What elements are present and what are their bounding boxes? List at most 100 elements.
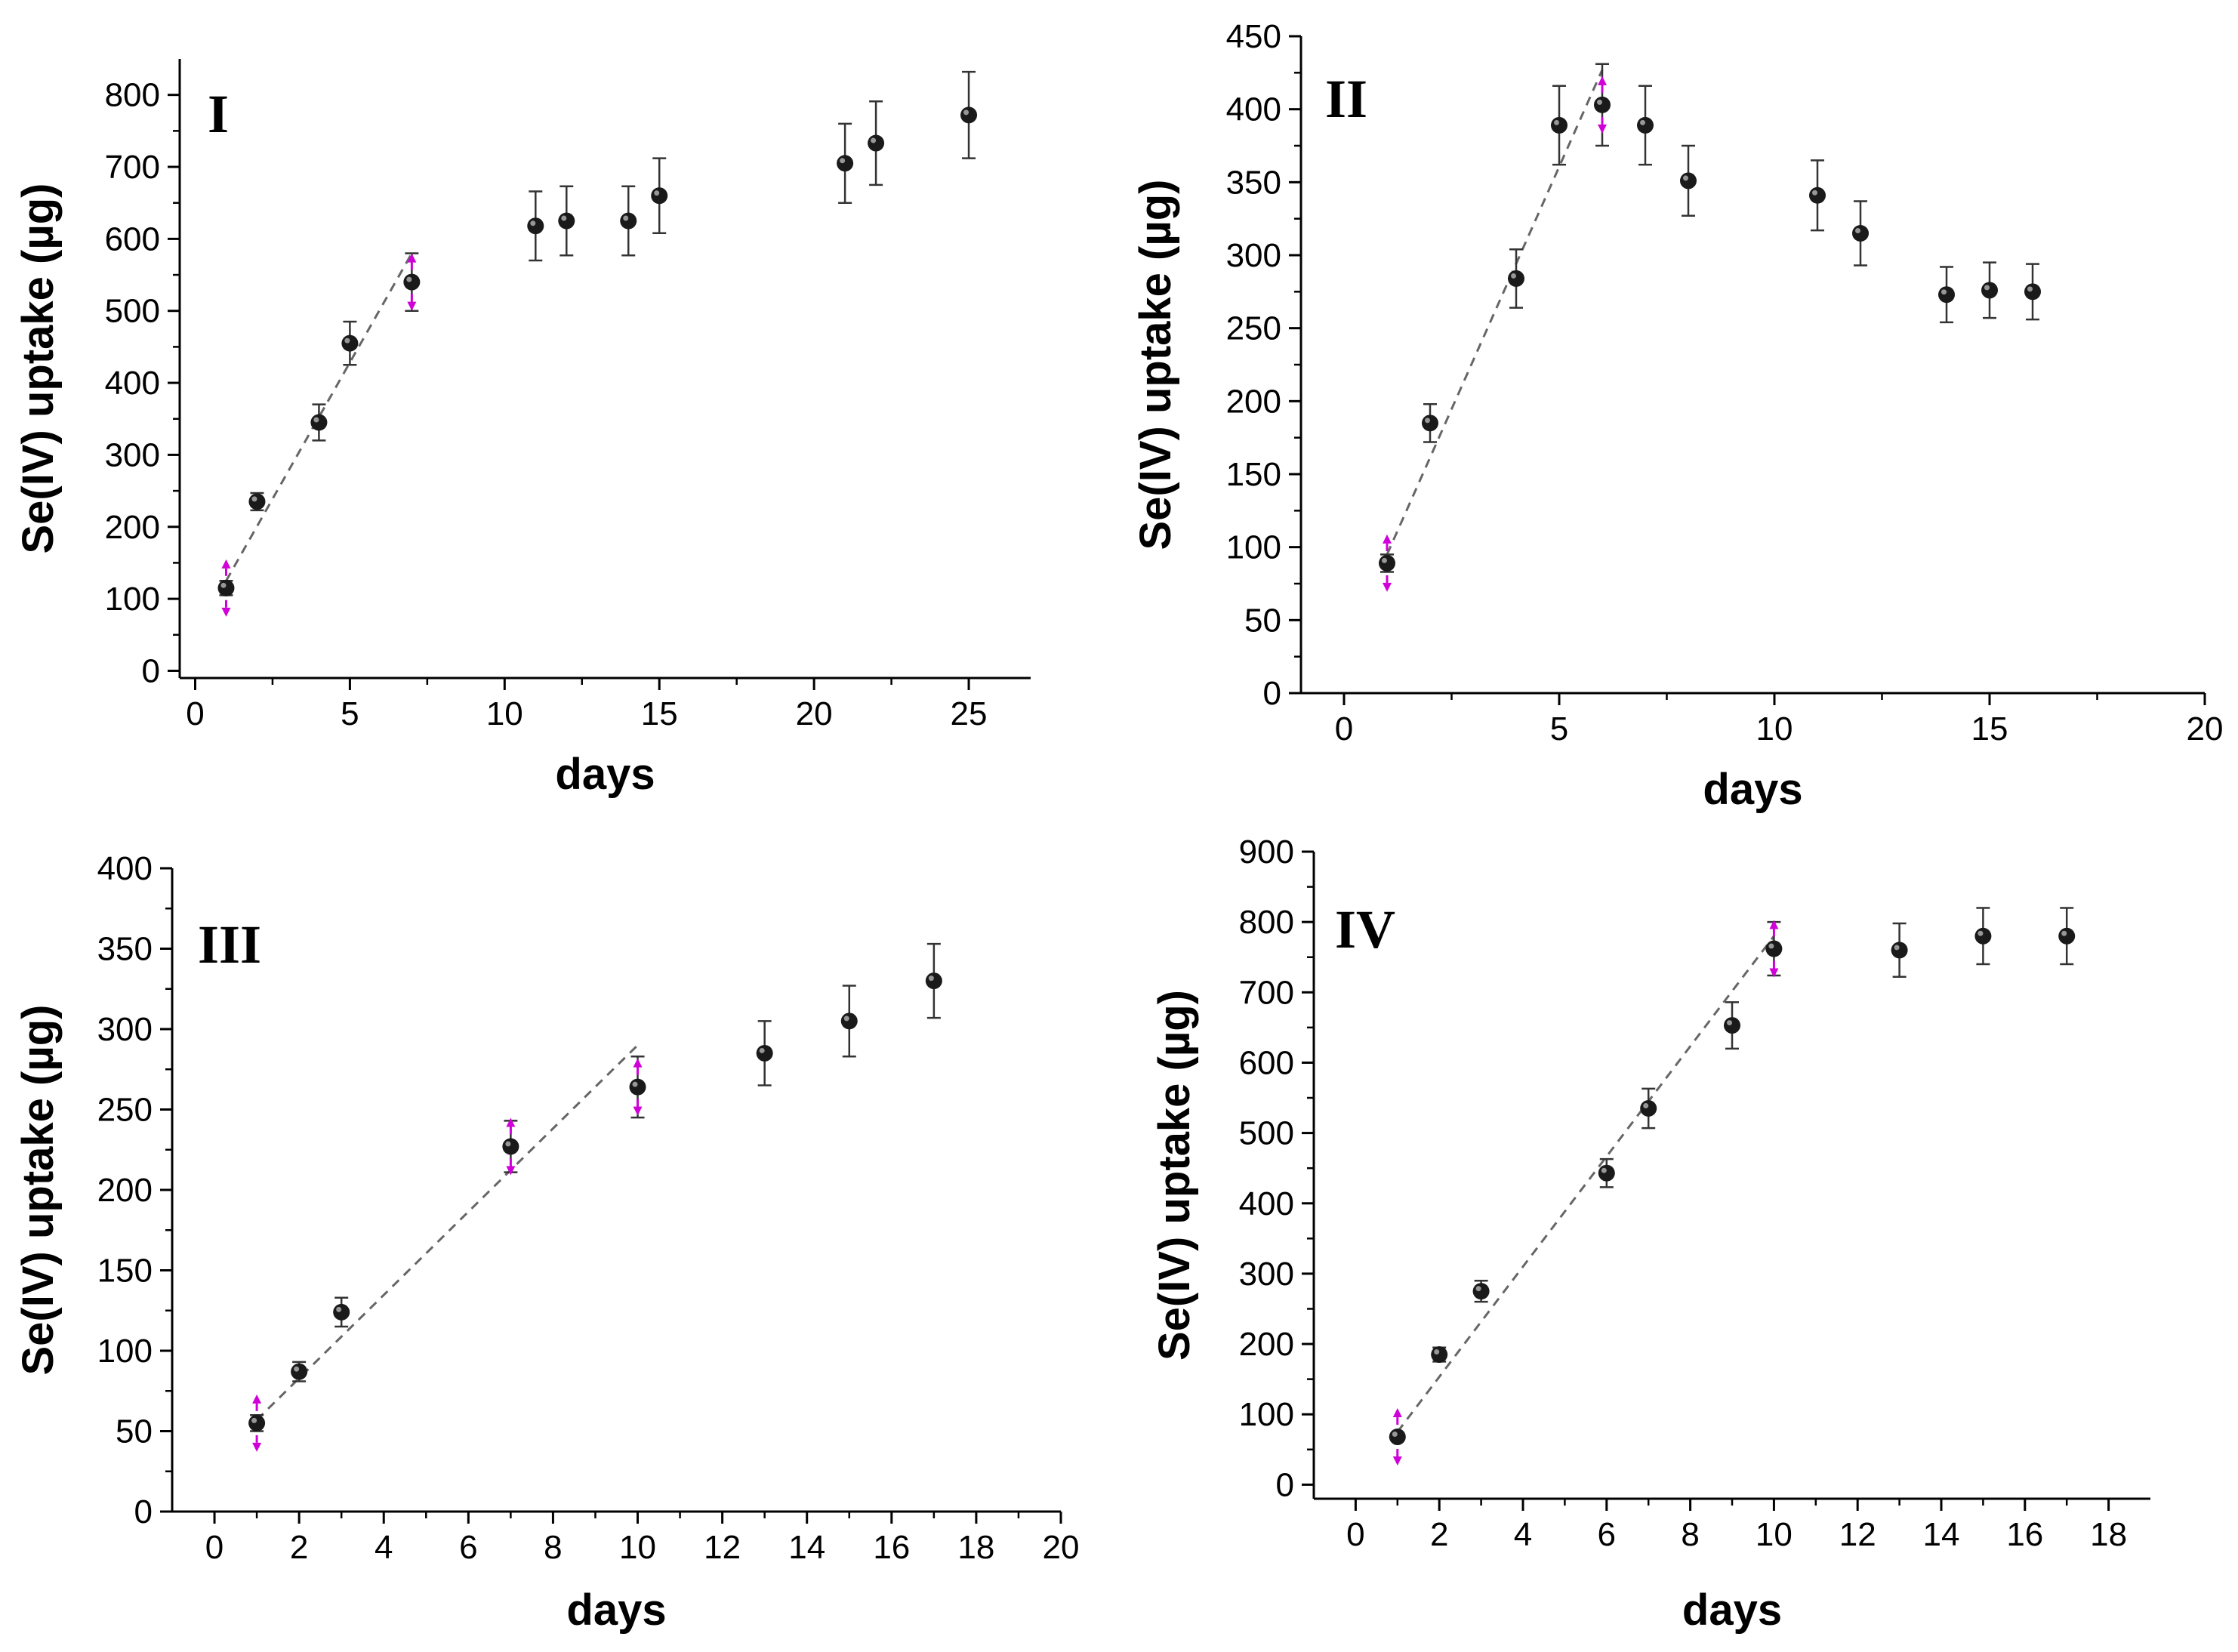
x-tick-label: 5: [1550, 710, 1568, 747]
marker-arrow-up: [221, 559, 231, 569]
y-tick-label: 150: [1226, 456, 1281, 493]
data-point-highlight: [623, 215, 629, 221]
data-point-highlight: [1855, 228, 1860, 233]
y-tick-label: 900: [1239, 834, 1294, 871]
data-point: [1974, 927, 1992, 945]
marker-arrow-down: [633, 1106, 643, 1116]
data-point: [248, 493, 266, 510]
data-point-highlight: [1601, 1167, 1607, 1173]
data-point: [1680, 172, 1697, 190]
y-tick-label: 50: [116, 1413, 153, 1450]
data-point: [756, 1044, 773, 1062]
y-tick-label: 50: [1244, 602, 1281, 639]
marker-arrow-down: [1769, 968, 1779, 978]
y-tick-label: 200: [105, 509, 160, 546]
data-point-highlight: [1727, 1020, 1732, 1026]
x-tick-label: 10: [1756, 710, 1793, 747]
data-point: [333, 1303, 350, 1321]
y-tick-label: 350: [97, 931, 153, 968]
data-point: [620, 212, 637, 230]
data-point-highlight: [1382, 557, 1387, 563]
y-tick-label: 200: [1239, 1326, 1294, 1363]
x-tick-label: 6: [1598, 1516, 1616, 1553]
data-point: [925, 972, 942, 990]
data-point-highlight: [2027, 286, 2033, 292]
data-point: [1422, 415, 1438, 432]
x-tick-label: 20: [796, 695, 833, 732]
data-point: [1809, 186, 1826, 204]
x-tick-label: 8: [1681, 1516, 1699, 1553]
y-axis-title: Se(IV) uptake (µg): [14, 183, 63, 553]
data-point: [1389, 1429, 1406, 1446]
x-axis-title: days: [1682, 1586, 1782, 1635]
marker-arrow-down: [1392, 1456, 1402, 1466]
panel-label: IV: [1335, 899, 1395, 960]
y-tick-label: 400: [105, 365, 160, 402]
data-point-highlight: [251, 496, 257, 502]
data-point: [960, 106, 978, 124]
x-tick-label: 18: [2090, 1516, 2127, 1553]
y-tick-label: 800: [105, 77, 160, 114]
panel-II: 0 50 100 150 200 250 300 350 400 450 0 5 10 15 20 days S…: [1131, 18, 2223, 814]
marker-arrow-up: [633, 1058, 643, 1068]
data-point-highlight: [843, 1016, 849, 1022]
y-tick-label: 250: [1226, 310, 1281, 347]
data-point-highlight: [871, 137, 877, 143]
y-tick-label: 0: [134, 1493, 153, 1530]
data-point: [1508, 270, 1524, 287]
data-point: [1551, 116, 1568, 134]
marker-arrow-down: [1598, 124, 1607, 134]
y-tick-label: 800: [1239, 904, 1294, 941]
data-point: [1938, 286, 1955, 304]
marker-arrow-down: [1383, 582, 1392, 592]
x-tick-label: 15: [641, 695, 678, 732]
x-tick-label: 15: [1971, 710, 2008, 747]
data-point: [1379, 554, 1395, 572]
data-point: [1724, 1017, 1740, 1034]
y-tick-label: 400: [97, 850, 153, 887]
marker-arrow-up: [407, 253, 417, 263]
data-point: [217, 579, 235, 596]
y-tick-label: 0: [142, 652, 160, 689]
data-point-highlight: [759, 1047, 765, 1053]
data-point: [1640, 1100, 1657, 1117]
x-tick-label: 20: [2187, 710, 2224, 747]
marker-arrow-down: [252, 1442, 262, 1452]
data-point-highlight: [561, 215, 567, 221]
data-point-highlight: [1597, 99, 1602, 105]
data-point: [1594, 96, 1611, 113]
x-tick-label: 20: [1043, 1529, 1080, 1566]
data-point-highlight: [1978, 930, 1984, 936]
fit-line: [256, 1044, 639, 1421]
marker-arrow-up: [252, 1394, 262, 1404]
y-tick-label: 700: [1239, 974, 1294, 1011]
panel-label: I: [208, 84, 229, 144]
data-point-highlight: [654, 190, 660, 196]
y-tick-label: 100: [1239, 1396, 1294, 1433]
x-axis-title: days: [1703, 765, 1802, 814]
y-tick-label: 300: [1226, 237, 1281, 274]
x-tick-label: 4: [1514, 1516, 1532, 1553]
x-tick-label: 14: [1923, 1516, 1960, 1553]
data-point-highlight: [530, 220, 536, 227]
x-tick-label: 0: [205, 1529, 223, 1566]
x-tick-label: 25: [951, 695, 988, 732]
x-tick-label: 8: [544, 1529, 562, 1566]
marker-arrow-up: [1383, 534, 1392, 544]
x-tick-label: 10: [619, 1529, 656, 1566]
data-point-highlight: [1392, 1432, 1398, 1438]
x-tick-label: 2: [1430, 1516, 1448, 1553]
y-tick-label: 100: [97, 1333, 153, 1370]
data-point: [502, 1138, 519, 1155]
x-axis-title: days: [566, 1586, 666, 1635]
x-tick-label: 0: [186, 695, 204, 732]
data-point-highlight: [963, 109, 969, 116]
panel-III: 0 50 100 150 200 250 300 350 400 0 2 4 6 8 10 12 14 16 18 2…: [14, 850, 1079, 1635]
data-point-highlight: [1554, 119, 1559, 125]
y-tick-label: 500: [105, 293, 160, 330]
x-tick-label: 18: [957, 1529, 994, 1566]
y-tick-label: 400: [1226, 91, 1281, 128]
y-tick-label: 200: [97, 1172, 153, 1209]
y-tick-label: 300: [1239, 1256, 1294, 1293]
